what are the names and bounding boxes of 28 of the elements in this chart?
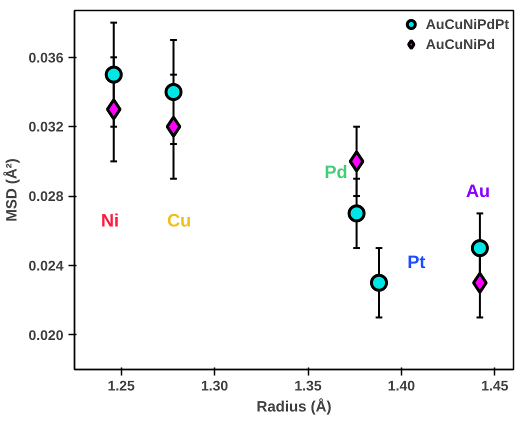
point bbox=[104, 66, 123, 84]
annotation: Pd bbox=[324, 162, 348, 182]
point bbox=[348, 204, 366, 222]
legend-label: AuCuNiPdPt bbox=[426, 16, 509, 32]
x-tick-label: 1.45 bbox=[481, 378, 509, 394]
x-tick-label: 1.25 bbox=[108, 378, 136, 394]
legend-label: AuCuNiPd bbox=[426, 36, 495, 52]
x-tick-label: 1.30 bbox=[200, 378, 228, 394]
y-tick-label: 0.028 bbox=[28, 188, 64, 204]
y-tick-label: 0.020 bbox=[28, 326, 64, 343]
point bbox=[470, 239, 489, 258]
point bbox=[106, 98, 122, 120]
annotation: Pt bbox=[407, 252, 426, 272]
x-tick-label: 1.40 bbox=[388, 378, 416, 394]
x-axis-title: Radius (Å) bbox=[256, 398, 332, 416]
point bbox=[370, 274, 388, 292]
point bbox=[164, 83, 183, 101]
y-axis-title: MSD (Å²) bbox=[2, 158, 20, 222]
y-tick-label: 0.032 bbox=[28, 118, 64, 135]
annotation: Ni bbox=[100, 210, 119, 230]
point bbox=[348, 150, 364, 172]
y-tick-label: 0.024 bbox=[28, 257, 64, 274]
point bbox=[166, 116, 182, 138]
annotation: Cu bbox=[167, 210, 192, 230]
x-tick-label: 1.35 bbox=[294, 378, 322, 394]
annotation: Au bbox=[466, 180, 490, 201]
y-tick-label: 0.036 bbox=[28, 49, 64, 66]
point bbox=[472, 272, 488, 294]
